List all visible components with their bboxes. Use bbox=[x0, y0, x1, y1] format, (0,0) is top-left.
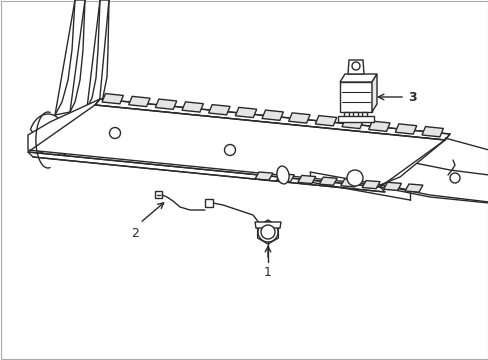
Polygon shape bbox=[347, 60, 363, 74]
Polygon shape bbox=[362, 181, 379, 189]
Polygon shape bbox=[343, 112, 348, 120]
Polygon shape bbox=[361, 112, 366, 120]
Polygon shape bbox=[339, 82, 371, 112]
Text: 3: 3 bbox=[407, 90, 416, 104]
Circle shape bbox=[224, 144, 235, 156]
Polygon shape bbox=[421, 127, 443, 137]
Polygon shape bbox=[204, 199, 213, 207]
Polygon shape bbox=[28, 152, 384, 192]
Polygon shape bbox=[339, 74, 376, 82]
Polygon shape bbox=[87, 0, 109, 108]
Polygon shape bbox=[182, 102, 203, 112]
Polygon shape bbox=[262, 110, 283, 120]
Polygon shape bbox=[288, 113, 309, 123]
Polygon shape bbox=[394, 124, 416, 134]
Polygon shape bbox=[55, 0, 85, 115]
Polygon shape bbox=[352, 112, 357, 120]
Polygon shape bbox=[30, 114, 67, 159]
Polygon shape bbox=[128, 96, 150, 107]
Circle shape bbox=[109, 127, 120, 139]
Text: 1: 1 bbox=[264, 266, 271, 279]
Polygon shape bbox=[102, 94, 123, 104]
Polygon shape bbox=[235, 107, 256, 118]
Polygon shape bbox=[155, 191, 162, 198]
Circle shape bbox=[449, 173, 459, 183]
Polygon shape bbox=[383, 182, 401, 190]
Ellipse shape bbox=[276, 166, 288, 184]
Polygon shape bbox=[315, 116, 336, 126]
Polygon shape bbox=[319, 177, 337, 185]
Polygon shape bbox=[254, 172, 272, 180]
Polygon shape bbox=[276, 174, 294, 182]
Polygon shape bbox=[379, 160, 488, 203]
Polygon shape bbox=[341, 118, 363, 129]
Polygon shape bbox=[28, 99, 444, 185]
Polygon shape bbox=[257, 220, 278, 244]
Polygon shape bbox=[297, 175, 315, 184]
Polygon shape bbox=[208, 105, 229, 115]
Circle shape bbox=[346, 170, 362, 186]
Circle shape bbox=[261, 225, 274, 239]
Polygon shape bbox=[368, 121, 389, 131]
Polygon shape bbox=[337, 116, 373, 122]
Polygon shape bbox=[254, 222, 281, 228]
Polygon shape bbox=[340, 179, 358, 187]
Polygon shape bbox=[95, 99, 449, 140]
Circle shape bbox=[351, 62, 359, 70]
Polygon shape bbox=[404, 184, 422, 192]
Text: 2: 2 bbox=[131, 227, 139, 240]
Polygon shape bbox=[371, 74, 376, 112]
Polygon shape bbox=[155, 99, 176, 109]
Circle shape bbox=[258, 222, 278, 242]
